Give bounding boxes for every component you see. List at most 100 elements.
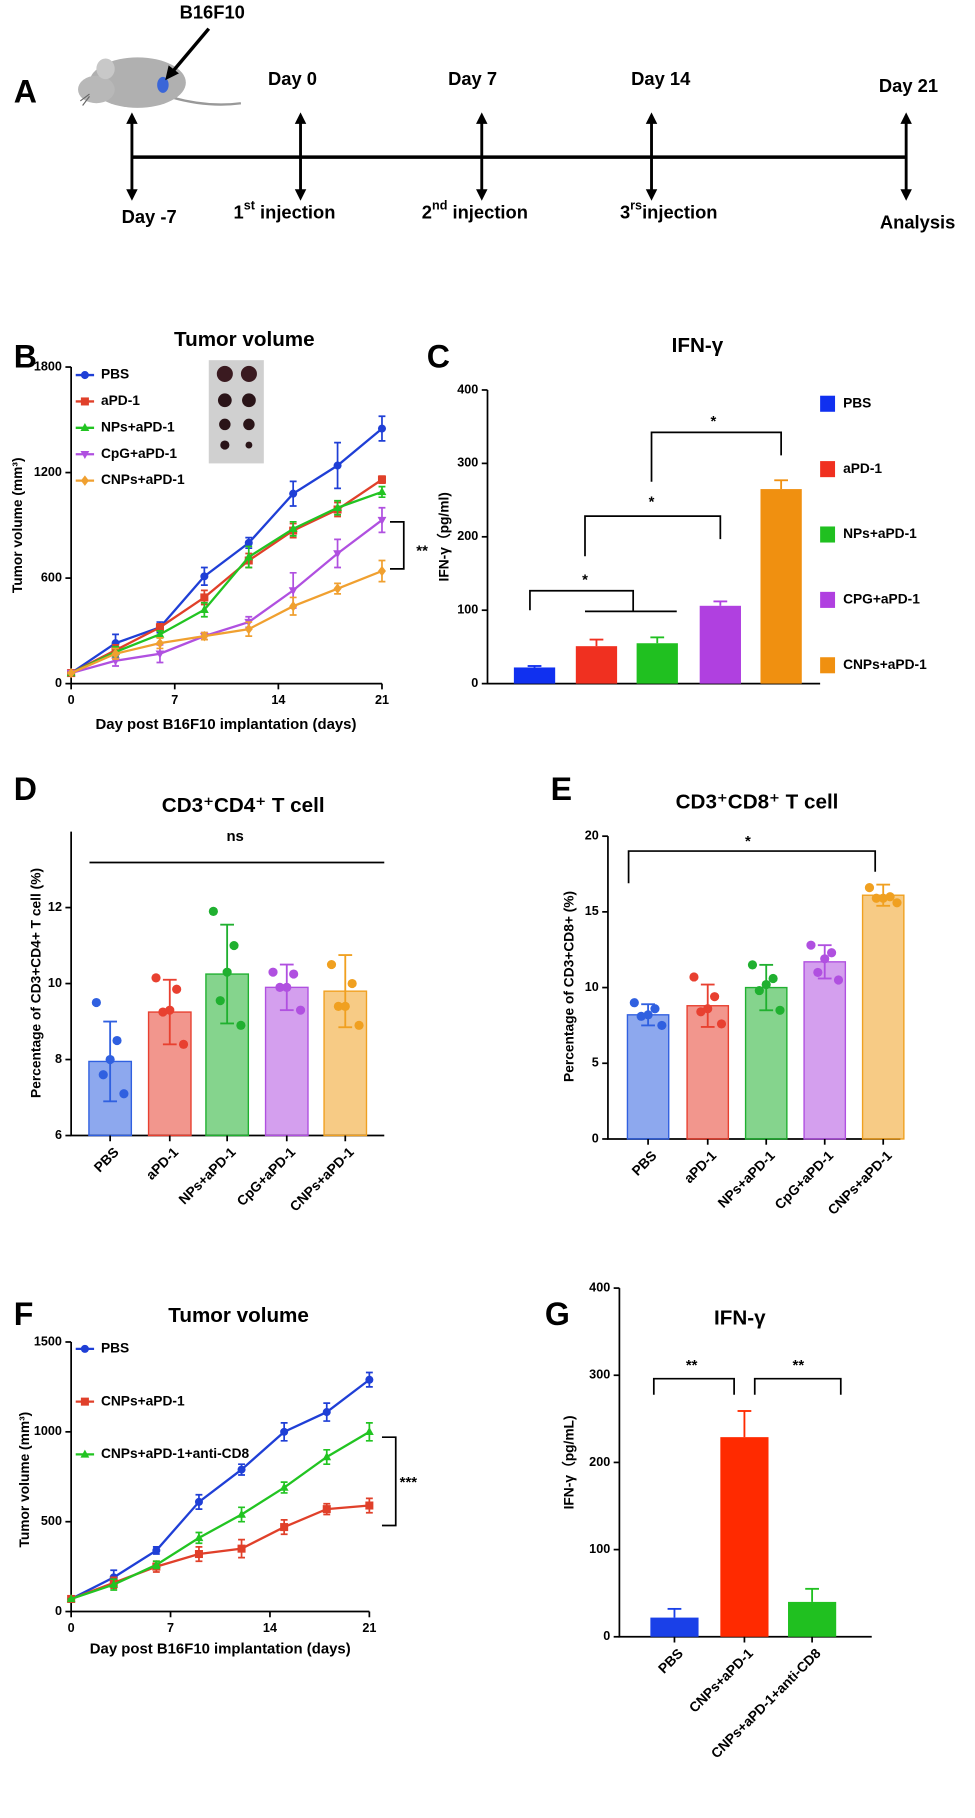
x-tick-label: 7: [171, 693, 178, 707]
marker: [194, 1497, 203, 1506]
chart-title: CD3⁺CD4⁺ T cell: [162, 794, 325, 817]
marker: [279, 1482, 289, 1491]
chart-title: IFN-γ: [672, 334, 724, 357]
legend-label: PBS: [101, 1341, 129, 1356]
data-point: [112, 1035, 122, 1046]
x-tick-label: 21: [362, 1621, 376, 1635]
data-point: [275, 982, 285, 992]
marker: [155, 637, 164, 649]
axes: [70, 1341, 370, 1613]
y-tick-label: 1000: [34, 1424, 62, 1438]
series-line: [70, 478, 383, 675]
event-number: Analysis: [880, 212, 955, 233]
legend-swatch: [820, 395, 836, 412]
x-tick-label: NPs+aPD-1: [176, 1144, 239, 1207]
event-superscript: st: [244, 199, 256, 213]
bar: [205, 973, 250, 1137]
significance-bracket: [627, 850, 877, 884]
legend-swatch: [820, 461, 836, 478]
data-point: [91, 997, 101, 1008]
data-point: [689, 972, 699, 982]
significance-bracket: [529, 589, 677, 613]
y-tick-label: 20: [585, 828, 599, 842]
x-tick-label: PBS: [655, 1646, 686, 1677]
x-tick-label: CpG+aPD-1: [234, 1144, 299, 1209]
significance-bracket: [650, 431, 782, 482]
data-point: [885, 892, 895, 902]
data-point: [878, 893, 888, 903]
bar: [575, 646, 618, 684]
y-tick-label: 1200: [34, 465, 62, 479]
marker: [109, 1579, 119, 1588]
marker: [377, 475, 386, 484]
marker: [155, 623, 164, 632]
y-tick-label: 8: [55, 1052, 62, 1066]
data-point: [650, 1004, 660, 1014]
marker: [155, 650, 165, 659]
x-tick-label: 0: [68, 693, 75, 707]
y-tick-label: 100: [457, 603, 478, 617]
data-point: [268, 967, 278, 977]
legend-label: CNPs+aPD-1: [101, 1393, 185, 1408]
legend-marker: [80, 1397, 89, 1406]
x-axis-label: Day post B16F10 implantation (days): [96, 717, 357, 733]
legend-label: PBS: [843, 395, 871, 410]
data-point: [754, 986, 764, 996]
legend-label: CNPs+aPD-1: [843, 657, 927, 672]
data-point: [119, 1089, 129, 1099]
x-tick-label: 21: [375, 693, 389, 707]
day-label: Day 0: [268, 68, 317, 89]
legend-label: PBS: [101, 367, 129, 382]
marker: [322, 1505, 331, 1514]
data-point: [354, 1020, 364, 1030]
legend-label: CNPs+aPD-1: [101, 472, 185, 487]
data-point: [326, 959, 337, 970]
bar: [720, 1437, 769, 1637]
annotation: *: [745, 834, 751, 850]
marker: [364, 1427, 374, 1436]
y-tick-label: 500: [41, 1514, 62, 1528]
annotation: *: [649, 494, 655, 510]
panel-letter: E: [551, 771, 572, 807]
data-point: [629, 998, 639, 1008]
y-tick-label: 12: [48, 900, 62, 914]
panel-letter: G: [545, 1296, 570, 1332]
data-point: [282, 982, 292, 992]
marker: [333, 502, 342, 511]
x-tick-label: 0: [68, 1621, 75, 1635]
y-axis-label: Percentage of CD3+CD8+ (%): [562, 891, 577, 1082]
y-axis-label: Tumor volume (mm³): [10, 457, 25, 593]
event-label: 2nd injection: [422, 199, 528, 222]
significance-bracket: [381, 1436, 397, 1527]
marker: [322, 1408, 331, 1417]
y-tick-label: 100: [589, 1542, 610, 1556]
y-axis-label: Percentage of CD3+CD4+ T cell (%): [28, 868, 43, 1098]
event-label: 3rsinjection: [620, 199, 718, 222]
y-tick-label: 0: [592, 1131, 599, 1145]
marker: [333, 461, 342, 470]
y-tick-label: 0: [471, 676, 478, 690]
data-point: [208, 906, 218, 916]
mouse-illustration: [78, 57, 242, 108]
bar: [650, 1617, 699, 1637]
data-point: [98, 1070, 108, 1080]
significance-bracket: [390, 521, 405, 570]
marker: [280, 1427, 289, 1436]
marker: [111, 648, 120, 659]
data-point: [295, 1005, 306, 1015]
y-tick-label: 0: [55, 1604, 62, 1618]
annotation: **: [793, 1358, 805, 1374]
annotation: ***: [400, 1475, 418, 1491]
legend-marker: [80, 397, 89, 406]
event-superscript: rs: [630, 199, 642, 213]
legend-label: aPD-1: [843, 461, 882, 476]
panel-letter: B: [14, 338, 37, 374]
data-point: [333, 1001, 343, 1011]
cell-line-label: B16F10: [180, 2, 245, 23]
data-point: [871, 893, 881, 903]
x-tick-label: aPD-1: [143, 1144, 181, 1182]
x-tick-label: CNPs+aPD-1+anti-CD8: [708, 1646, 824, 1762]
marker: [199, 604, 209, 613]
